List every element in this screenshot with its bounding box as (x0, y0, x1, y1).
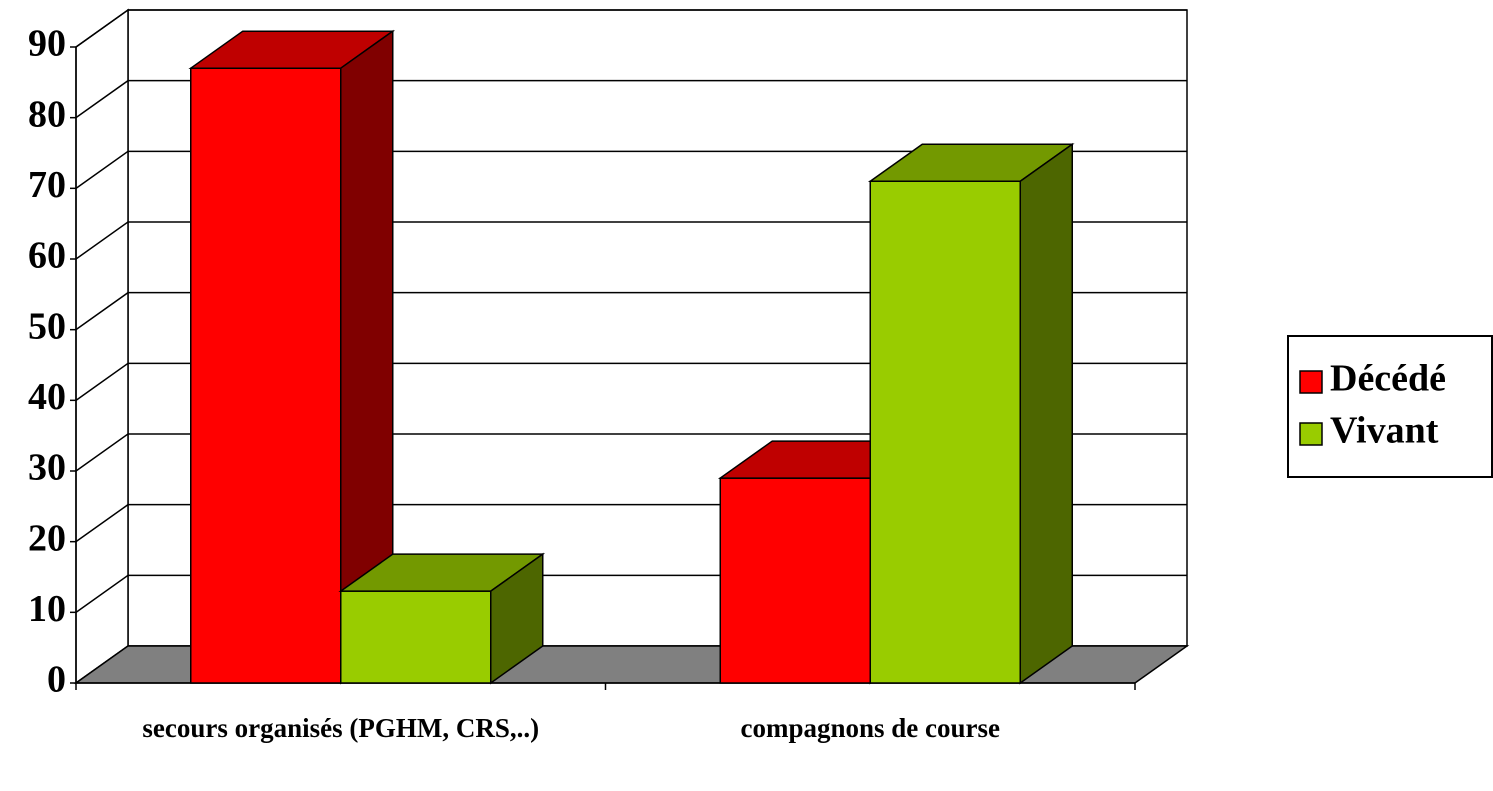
bar (188, 29, 396, 685)
y-tick-label: 60 (28, 235, 66, 277)
bar-front (340, 590, 492, 684)
bar (867, 142, 1075, 685)
x-tick-label: compagnons de course (740, 713, 1000, 743)
y-tick-label: 10 (28, 588, 66, 630)
y-tick-label: 0 (47, 659, 66, 701)
y-tick-label: 30 (28, 447, 66, 489)
bar-side (490, 552, 544, 685)
y-tick-label: 50 (28, 305, 66, 347)
legend-swatch (1299, 370, 1323, 394)
side-wall (75, 8, 129, 685)
grid-line (75, 150, 1187, 189)
y-tick-label: 20 (28, 517, 66, 559)
y-tick-label: 80 (28, 93, 66, 135)
x-tick-label: secours organisés (PGHM, CRS,..) (142, 713, 540, 743)
grid-line (75, 433, 1187, 472)
y-tick-label: 70 (28, 164, 66, 206)
legend-swatch (1299, 422, 1323, 446)
y-tick-label: 40 (28, 376, 66, 418)
legend-label: Décédé (1330, 358, 1446, 400)
grid-line (75, 9, 1187, 48)
grid-line (75, 362, 1187, 401)
bar-front (719, 477, 871, 684)
legend-box (1287, 335, 1493, 478)
grid-line (75, 221, 1187, 260)
grid-line (75, 79, 1187, 119)
grid-line (75, 291, 1187, 331)
bar-front (190, 67, 342, 684)
legend-label: Vivant (1330, 410, 1439, 452)
bar-side (1019, 142, 1073, 685)
bar (338, 552, 546, 685)
bar-front (869, 180, 1021, 684)
y-tick-label: 90 (28, 23, 66, 65)
